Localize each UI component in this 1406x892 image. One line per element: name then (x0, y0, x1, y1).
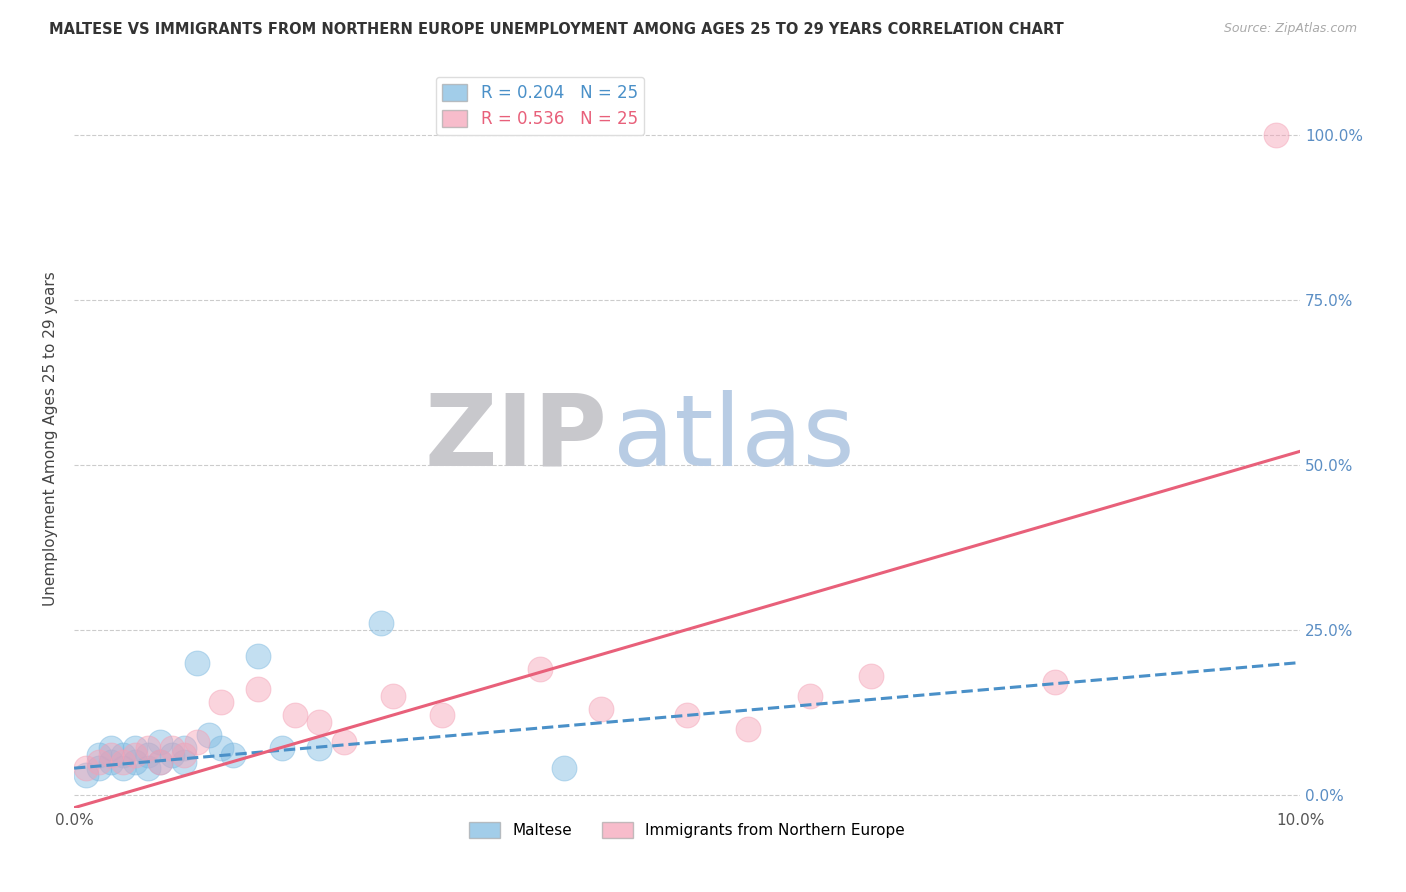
Text: ZIP: ZIP (425, 390, 607, 487)
Point (173, 747, 195, 762)
Point (381, 689, 404, 703)
Point (136, 741, 159, 756)
Point (1264, 128, 1286, 142)
Point (430, 708, 453, 723)
Point (160, 741, 183, 756)
Point (160, 747, 183, 762)
Point (284, 708, 307, 723)
Point (100, 741, 122, 756)
Point (553, 761, 575, 775)
Point (112, 747, 135, 762)
Point (136, 761, 159, 775)
Point (87, 747, 110, 762)
Point (100, 747, 122, 762)
Point (124, 755, 146, 769)
Point (799, 689, 821, 703)
Point (149, 755, 172, 769)
Point (173, 741, 195, 756)
Point (149, 755, 172, 769)
Point (124, 741, 146, 756)
Point (186, 735, 208, 749)
Point (209, 695, 232, 709)
Point (112, 761, 135, 775)
Point (1043, 675, 1066, 690)
Point (246, 681, 269, 696)
Point (124, 747, 146, 762)
Point (136, 747, 159, 762)
Point (112, 755, 135, 769)
Point (591, 702, 613, 716)
Point (271, 741, 294, 756)
Point (87, 761, 110, 775)
Point (529, 662, 551, 676)
Point (333, 735, 356, 749)
Point (308, 714, 330, 729)
Point (246, 648, 269, 663)
Point (186, 656, 208, 670)
Legend: Maltese, Immigrants from Northern Europe: Maltese, Immigrants from Northern Europe (463, 816, 911, 845)
Point (198, 728, 221, 742)
Point (173, 755, 195, 769)
Point (370, 615, 392, 630)
Point (737, 722, 759, 736)
Point (308, 741, 330, 756)
Y-axis label: Unemployment Among Ages 25 to 29 years: Unemployment Among Ages 25 to 29 years (44, 271, 58, 606)
Point (87, 755, 110, 769)
Point (149, 735, 172, 749)
Text: MALTESE VS IMMIGRANTS FROM NORTHERN EUROPE UNEMPLOYMENT AMONG AGES 25 TO 29 YEAR: MALTESE VS IMMIGRANTS FROM NORTHERN EURO… (49, 22, 1064, 37)
Point (859, 669, 882, 683)
Point (222, 747, 245, 762)
Point (209, 741, 232, 756)
Point (100, 755, 122, 769)
Point (75, 761, 97, 775)
Text: atlas: atlas (613, 390, 855, 487)
Point (75, 768, 97, 782)
Text: Source: ZipAtlas.com: Source: ZipAtlas.com (1223, 22, 1357, 36)
Point (676, 708, 699, 723)
